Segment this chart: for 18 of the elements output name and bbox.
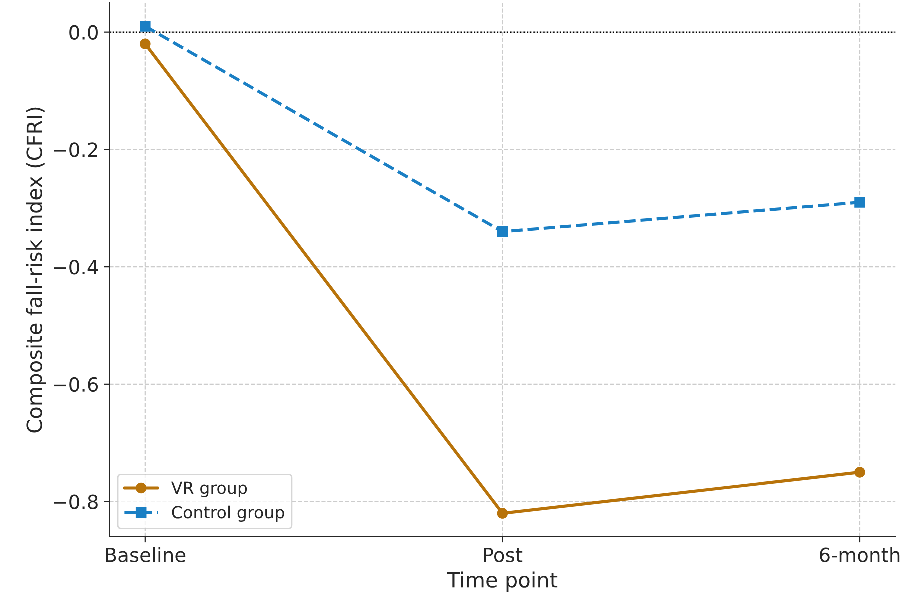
point — [140, 21, 151, 32]
y-axis-title: Composite fall-risk index (CFRI) — [26, 108, 46, 433]
point — [140, 38, 151, 50]
point — [854, 197, 866, 208]
y-tick-label: −0.8 — [54, 494, 98, 510]
y-tick-label: −0.6 — [54, 377, 98, 392]
point — [497, 226, 508, 238]
x-tick-label: 6-month — [820, 547, 900, 562]
y-tick-label: −0.4 — [54, 260, 98, 275]
y-tick-label: −0.2 — [54, 142, 98, 158]
y-tick-label: 0.0 — [70, 25, 98, 40]
x-tick-label: Post — [484, 548, 523, 562]
point — [854, 467, 866, 478]
legend-label: VR group — [171, 482, 248, 498]
x-tick-label: Baseline — [106, 547, 186, 562]
point — [497, 508, 508, 519]
x-axis-title: Time point — [447, 572, 558, 592]
legend-label: Control group — [172, 506, 284, 522]
